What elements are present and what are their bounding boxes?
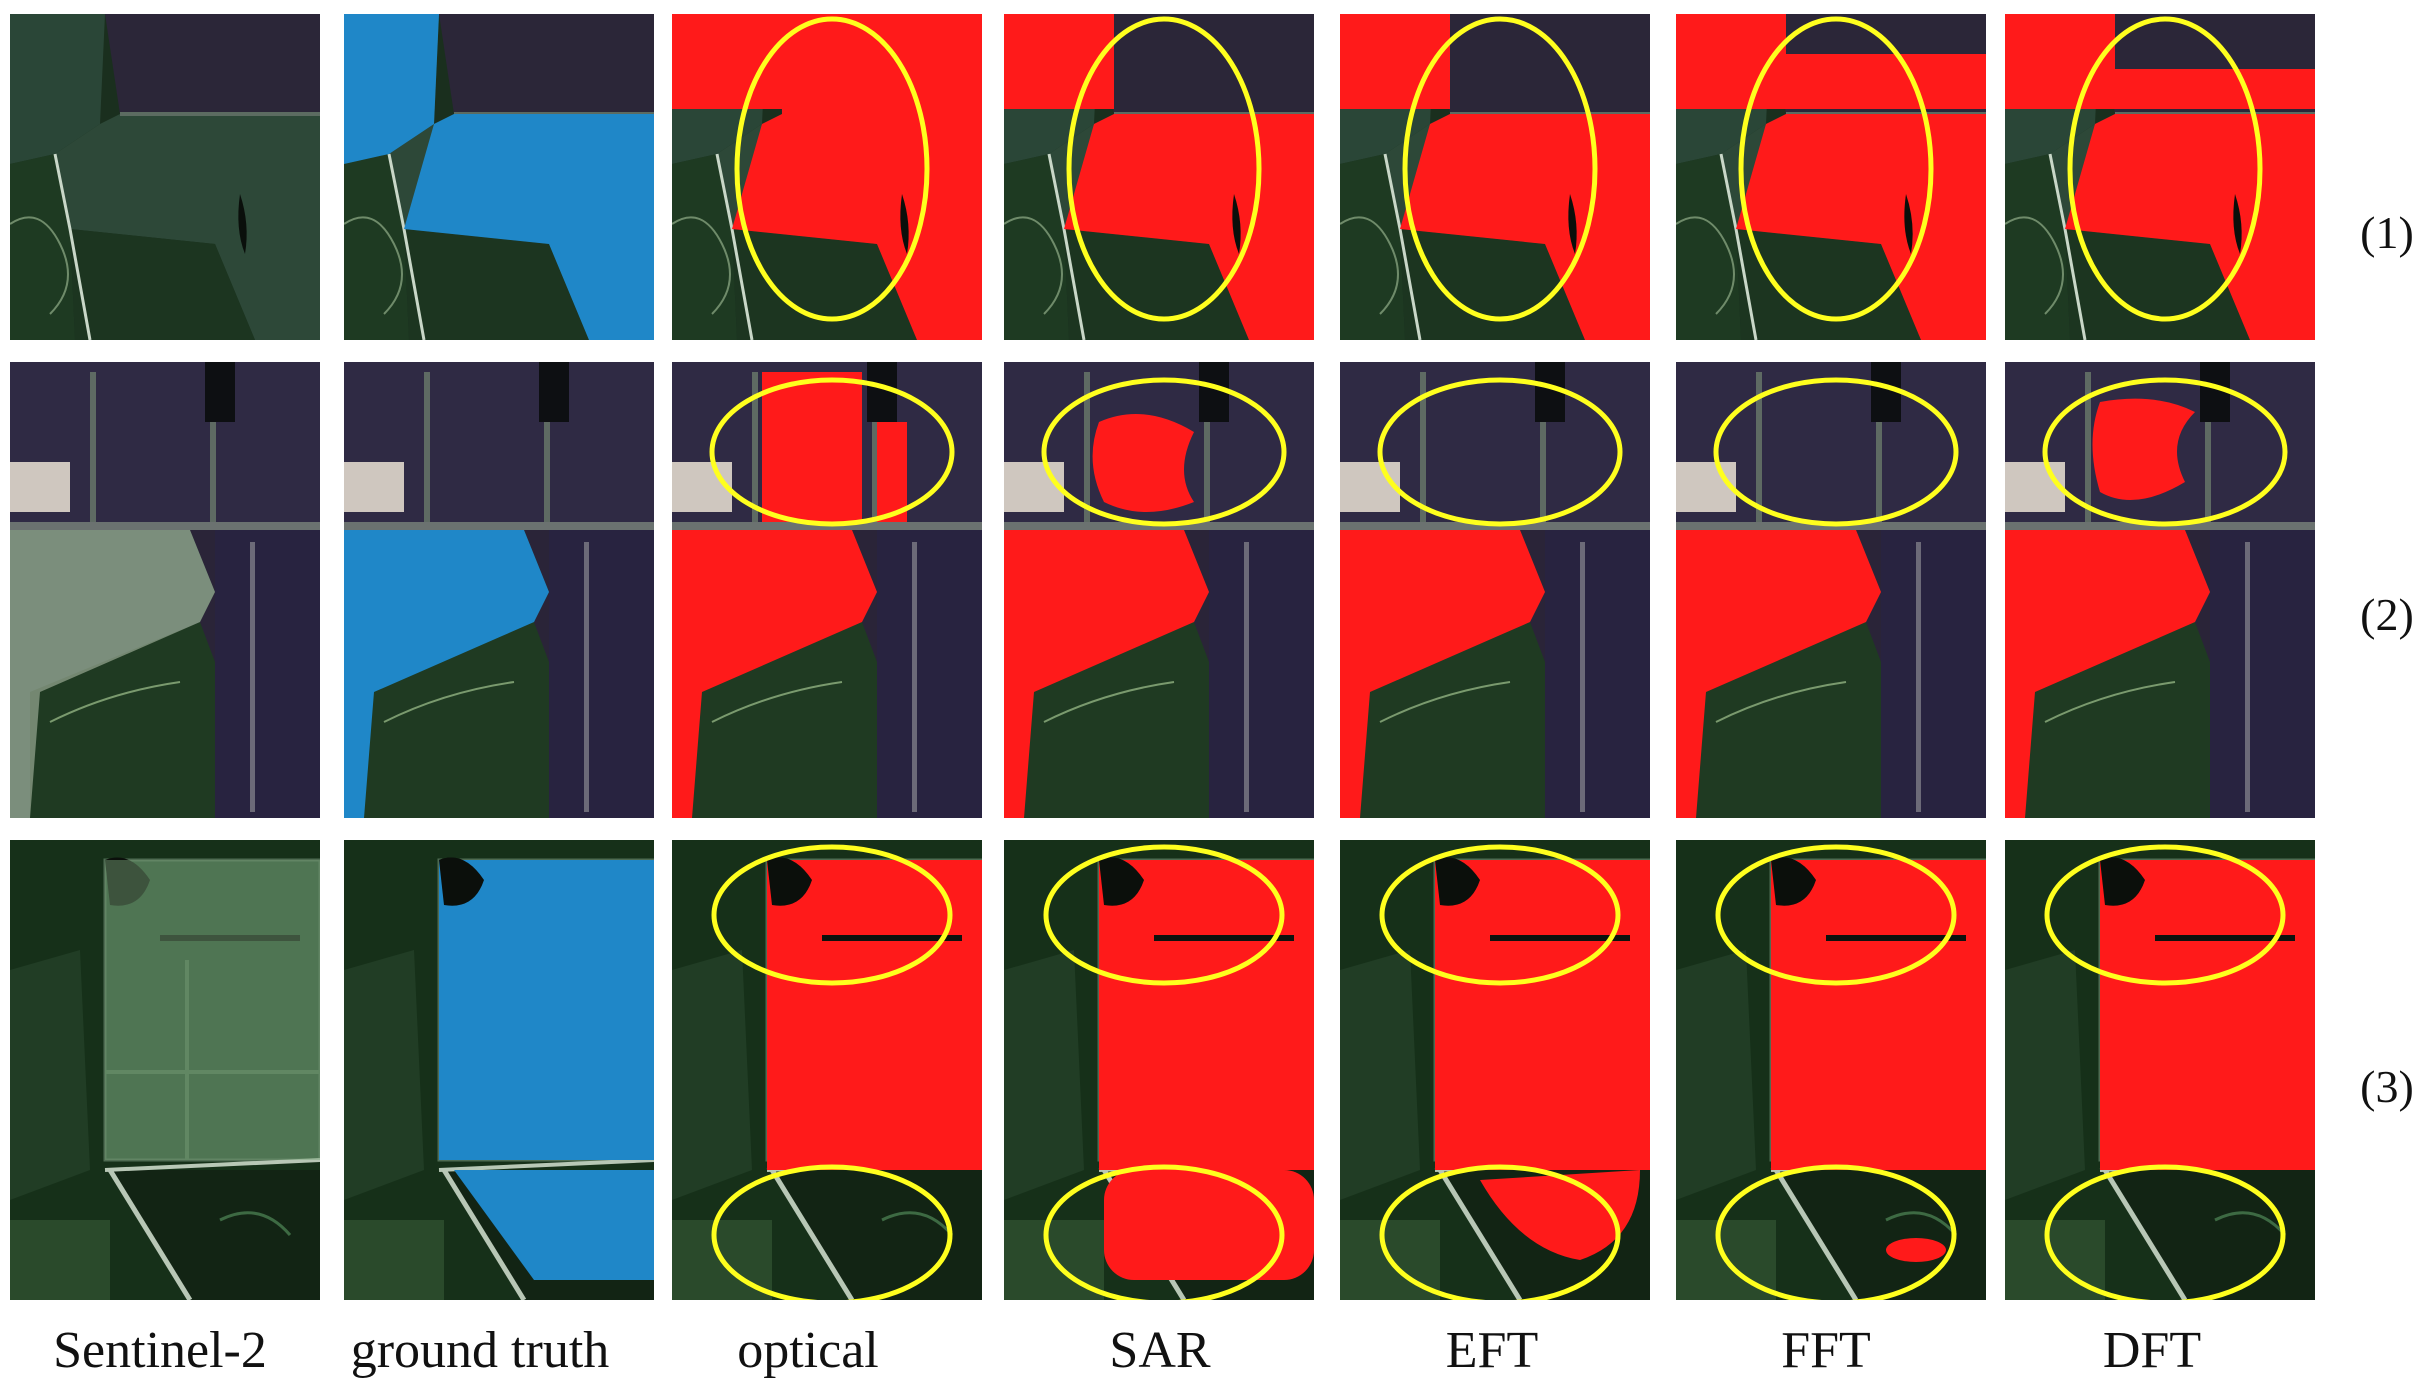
tile-row1-optical [672, 14, 982, 340]
tile-row3-sar [1004, 840, 1314, 1300]
column-label-optical: optical [737, 1322, 879, 1379]
column-label-sentinel-2: Sentinel-2 [53, 1322, 267, 1379]
tile-row1-ground-truth [344, 14, 654, 340]
tile-row1-dft [2005, 14, 2315, 340]
column-label-dft: DFT [2102, 1322, 2202, 1379]
column-label-eft: EFT [1445, 1322, 1539, 1379]
tile-row3-ground-truth [344, 840, 654, 1300]
tile-row1-sentinel-2 [10, 14, 320, 340]
tile-row1-eft [1340, 14, 1650, 340]
tile-row1-fft [1676, 14, 1986, 340]
tile-row1-sar [1004, 14, 1314, 340]
tile-row3-dft [2005, 840, 2315, 1300]
tile-row2-sar [1004, 362, 1314, 818]
column-label-sar: SAR [1109, 1322, 1211, 1379]
tile-row3-eft [1340, 840, 1650, 1300]
tile-row3-optical [672, 840, 982, 1300]
tile-row2-ground-truth [344, 362, 654, 818]
tile-row2-dft [2005, 362, 2315, 818]
row-label-3: (3) [2360, 1061, 2414, 1112]
column-label-ground-truth: ground truth [350, 1322, 610, 1379]
tile-row2-fft [1676, 362, 1986, 818]
tile-row2-optical [672, 362, 982, 818]
row-label-2: (2) [2360, 589, 2414, 640]
tile-row2-sentinel-2 [10, 362, 320, 818]
tile-row3-fft [1676, 840, 1986, 1300]
tile-row3-sentinel-2 [10, 840, 320, 1300]
column-label-fft: FFT [1781, 1322, 1871, 1379]
tile-row2-eft [1340, 362, 1650, 818]
row-label-1: (1) [2360, 207, 2414, 258]
